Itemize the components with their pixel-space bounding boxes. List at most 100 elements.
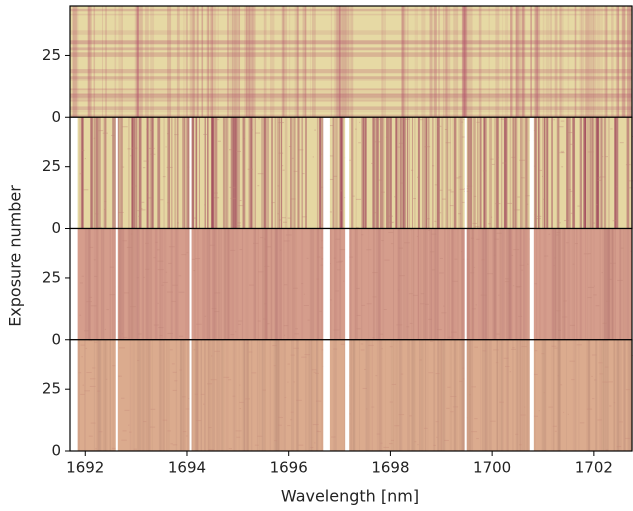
heatmap-texture <box>191 258 195 260</box>
heatmap-texture <box>70 106 632 111</box>
heatmap-texture <box>87 6 92 118</box>
heatmap-texture <box>414 441 417 443</box>
heatmap-texture <box>317 256 321 258</box>
heatmap-texture <box>146 117 149 229</box>
heatmap-texture <box>296 339 298 451</box>
heatmap-texture <box>84 339 86 451</box>
heatmap-texture <box>246 6 248 118</box>
heatmap-texture <box>192 6 196 118</box>
heatmap-texture <box>185 339 186 451</box>
heatmap-texture <box>599 373 604 375</box>
heatmap-texture <box>630 339 632 451</box>
heatmap-texture <box>516 339 519 451</box>
heatmap-texture <box>551 228 554 340</box>
heatmap-texture <box>243 339 245 451</box>
heatmap-texture <box>435 228 438 340</box>
heatmap-texture <box>204 315 207 317</box>
heatmap-texture <box>436 117 438 229</box>
heatmap-texture <box>425 228 428 340</box>
heatmap-texture <box>400 118 405 120</box>
heatmap-texture <box>210 379 217 381</box>
heatmap-texture <box>428 318 432 320</box>
heatmap-texture <box>438 212 442 214</box>
heatmap-texture <box>459 188 466 190</box>
heatmap-texture <box>332 117 335 229</box>
heatmap-texture <box>518 315 523 317</box>
heatmap-texture <box>629 6 633 118</box>
heatmap-texture <box>146 191 149 193</box>
heatmap-texture <box>265 228 269 340</box>
heatmap-texture <box>285 234 292 236</box>
heatmap-texture <box>612 228 615 340</box>
heatmap-texture <box>380 339 383 451</box>
heatmap-texture <box>195 339 199 451</box>
heatmap-texture <box>500 118 506 120</box>
heatmap-texture <box>604 366 609 368</box>
heatmap-texture <box>355 228 358 340</box>
heatmap-texture <box>245 398 250 400</box>
heatmap-texture <box>271 228 272 340</box>
heatmap-texture <box>361 228 363 340</box>
heatmap-texture <box>576 228 578 340</box>
heatmap-texture <box>510 6 512 118</box>
heatmap-texture <box>283 325 289 327</box>
x-tick-label: 1694 <box>168 459 206 477</box>
heatmap-texture <box>377 228 381 340</box>
heatmap-texture <box>105 339 107 451</box>
heatmap-texture <box>136 277 139 279</box>
heatmap-texture <box>463 119 465 121</box>
heatmap-texture <box>241 228 244 340</box>
heatmap-texture <box>497 157 499 159</box>
heatmap-texture <box>273 365 276 367</box>
heatmap-texture <box>276 117 279 229</box>
heatmap-texture <box>611 228 613 340</box>
heatmap-texture <box>98 130 104 132</box>
heatmap-texture <box>411 228 413 340</box>
heatmap-texture <box>137 210 139 212</box>
heatmap-texture <box>591 354 597 356</box>
heatmap-texture <box>429 6 433 118</box>
heatmap-texture <box>519 444 522 446</box>
heatmap-texture <box>218 339 221 451</box>
heatmap-texture <box>117 211 124 213</box>
heatmap-texture <box>127 228 130 340</box>
heatmap-texture <box>150 117 153 229</box>
heatmap-texture <box>168 246 175 248</box>
heatmap-texture <box>305 117 307 229</box>
heatmap-texture <box>266 228 268 340</box>
heatmap-texture <box>298 444 304 446</box>
heatmap-texture <box>486 228 489 340</box>
heatmap-texture <box>109 228 112 340</box>
heatmap-texture <box>356 228 358 340</box>
heatmap-texture <box>264 303 267 305</box>
heatmap-texture <box>551 117 553 229</box>
heatmap-texture <box>118 117 120 229</box>
heatmap-texture <box>617 279 623 281</box>
heatmap-texture <box>530 6 532 118</box>
heatmap-texture <box>207 383 213 385</box>
heatmap-texture <box>569 143 575 145</box>
heatmap-texture <box>208 427 212 429</box>
heatmap-texture <box>212 228 215 340</box>
heatmap-texture <box>375 375 378 377</box>
heatmap-texture <box>519 6 522 118</box>
heatmap-texture <box>191 117 195 229</box>
heatmap-texture <box>594 379 597 381</box>
heatmap-texture <box>89 385 96 387</box>
heatmap-texture <box>320 228 323 340</box>
heatmap-texture <box>338 228 342 340</box>
heatmap-texture <box>469 394 471 396</box>
heatmap-texture <box>315 372 319 374</box>
heatmap-texture <box>490 216 493 218</box>
heatmap-texture <box>70 13 632 16</box>
heatmap-texture <box>534 339 536 451</box>
heatmap-texture <box>117 117 120 229</box>
heatmap-texture <box>515 6 519 118</box>
heatmap-texture <box>293 117 296 229</box>
heatmap-texture <box>604 156 608 158</box>
heatmap-texture <box>373 212 378 214</box>
heatmap-texture <box>148 197 152 199</box>
heatmap-texture <box>557 117 560 229</box>
heatmap-texture <box>118 375 122 377</box>
heatmap-texture <box>356 287 360 289</box>
